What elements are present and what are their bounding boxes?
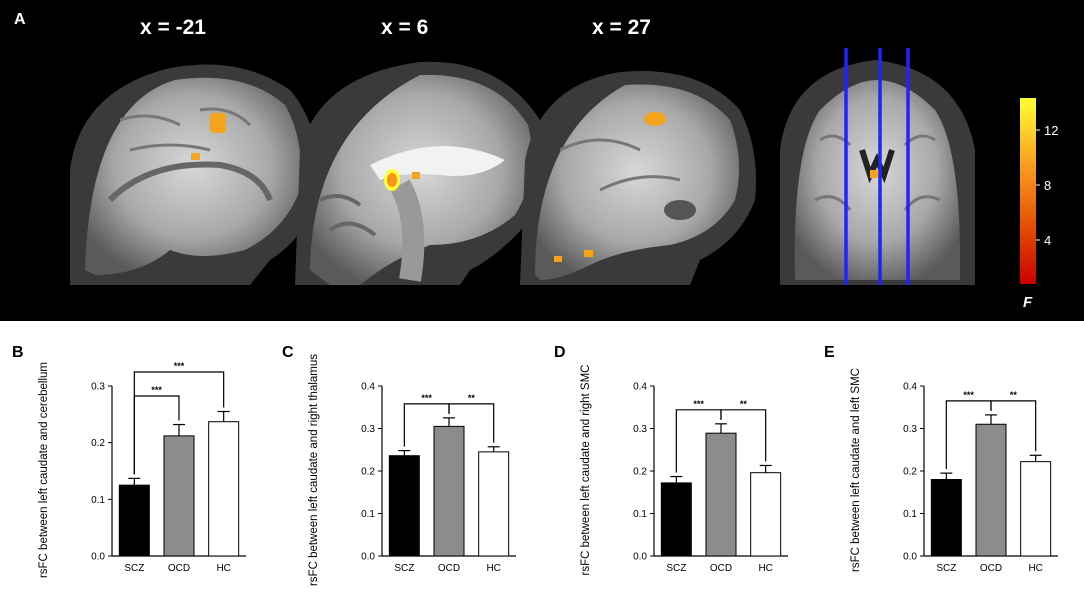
y-tick-label: 0.3 xyxy=(903,424,917,435)
x-tick-label: OCD xyxy=(438,563,460,574)
x-tick-label: SCZ xyxy=(124,563,144,574)
y-tick-label: 0.0 xyxy=(361,552,375,563)
sagittal-slice-1 xyxy=(70,64,320,286)
x-tick-label: OCD xyxy=(980,563,1002,574)
significance-label: ** xyxy=(740,399,748,409)
x-tick-label: HC xyxy=(1028,563,1042,574)
colorbar-tick-12: 12 xyxy=(1044,123,1058,138)
bar xyxy=(163,435,195,557)
slice-coordinate-1: x = -21 xyxy=(140,16,206,39)
bar xyxy=(433,425,465,557)
x-tick-label: HC xyxy=(486,563,500,574)
y-axis-label-e: rsFC between left caudate and left SMC xyxy=(850,368,862,572)
chart-b: B rsFC between left caudate and cerebell… xyxy=(0,336,265,606)
y-tick-label: 0.4 xyxy=(361,382,375,393)
bar-chart-b-svg: 0.0 0.1 0.2 0.3 SCZ OCD HC *** *** xyxy=(91,361,246,574)
panel-letter-a: A xyxy=(14,11,26,28)
panel-letter-d: D xyxy=(554,344,566,361)
significance-label: *** xyxy=(174,361,185,371)
significance-label: *** xyxy=(693,399,704,409)
significance-label: ** xyxy=(1010,390,1018,400)
significance-bracket xyxy=(720,409,767,462)
x-tick-label: SCZ xyxy=(666,563,686,574)
y-tick-label: 0.4 xyxy=(903,382,917,393)
significance-label: ** xyxy=(468,393,476,403)
y-tick-label: 0.4 xyxy=(633,382,647,393)
y-axis-label-d: rsFC between left caudate and right SMC xyxy=(580,364,592,576)
bar xyxy=(478,451,510,557)
y-tick-label: 0.2 xyxy=(903,467,917,478)
x-tick-label: HC xyxy=(758,563,772,574)
chart-e: E rsFC between left caudate and left SMC… xyxy=(812,336,1077,606)
significance-bracket xyxy=(448,403,495,443)
colorbar-tick-4: 4 xyxy=(1044,233,1051,248)
x-tick-label: OCD xyxy=(710,563,732,574)
bar xyxy=(660,482,692,557)
bar xyxy=(705,432,737,557)
x-tick-label: HC xyxy=(216,563,230,574)
colorbar-label: F xyxy=(1023,294,1033,311)
bar xyxy=(930,479,962,557)
significance-label: *** xyxy=(151,385,162,395)
bar xyxy=(975,423,1007,557)
significance-label: *** xyxy=(421,393,432,403)
colorbar-tick-8: 8 xyxy=(1044,178,1051,193)
y-tick-label: 0.2 xyxy=(91,438,105,449)
x-tick-label: OCD xyxy=(168,563,190,574)
sagittal-slice-2 xyxy=(295,61,546,286)
panel-letter-c: C xyxy=(282,344,294,361)
significance-label: *** xyxy=(963,390,974,400)
y-axis-label-b: rsFC between left caudate and cerebellum xyxy=(38,361,50,579)
y-tick-label: 0.3 xyxy=(633,424,647,435)
x-tick-label: SCZ xyxy=(936,563,956,574)
brain-slices-svg: 12 8 4 F xyxy=(70,48,1058,311)
y-tick-label: 0.1 xyxy=(361,509,375,520)
slice-coordinate-2: x = 6 xyxy=(381,16,429,39)
slice-coordinate-3: x = 27 xyxy=(592,16,651,39)
bar xyxy=(750,472,782,557)
y-tick-label: 0.1 xyxy=(91,495,105,506)
y-tick-label: 0.1 xyxy=(903,509,917,520)
bar xyxy=(118,484,150,557)
y-tick-label: 0.3 xyxy=(91,382,105,393)
chart-d: D rsFC between left caudate and right SM… xyxy=(542,336,807,606)
y-tick-label: 0.0 xyxy=(633,552,647,563)
y-tick-label: 0.2 xyxy=(633,467,647,478)
y-tick-label: 0.1 xyxy=(633,509,647,520)
y-tick-label: 0.0 xyxy=(903,552,917,563)
significance-bracket xyxy=(990,400,1037,452)
y-tick-label: 0.0 xyxy=(91,552,105,563)
coronal-slice xyxy=(780,48,975,285)
y-tick-label: 0.3 xyxy=(361,424,375,435)
y-tick-label: 0.2 xyxy=(361,467,375,478)
bar xyxy=(1020,461,1052,557)
bar xyxy=(208,421,240,557)
sagittal-slice-3 xyxy=(520,71,756,285)
x-tick-label: SCZ xyxy=(394,563,414,574)
chart-c: C rsFC between left caudate and right th… xyxy=(270,336,535,606)
colorbar: 12 8 4 F xyxy=(1020,98,1058,311)
significance-bracket xyxy=(133,371,225,475)
y-axis-label-c: rsFC between left caudate and right thal… xyxy=(308,353,320,587)
panel-letter-b: B xyxy=(12,344,24,361)
panel-a-brain-images: A x = -21 x = 6 x = 27 xyxy=(0,0,1084,321)
bar xyxy=(388,455,420,557)
panel-letter-e: E xyxy=(824,344,835,361)
